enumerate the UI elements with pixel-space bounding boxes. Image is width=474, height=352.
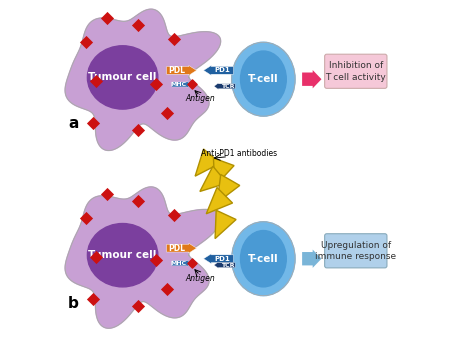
Text: b: b <box>68 296 79 311</box>
Text: PD1: PD1 <box>214 67 230 74</box>
Ellipse shape <box>87 224 158 287</box>
Point <box>135 22 142 27</box>
Text: Antigen: Antigen <box>185 94 215 103</box>
FancyArrow shape <box>172 81 191 88</box>
Point <box>89 120 97 126</box>
FancyBboxPatch shape <box>325 54 387 88</box>
FancyArrow shape <box>172 260 191 266</box>
Polygon shape <box>206 188 233 214</box>
Point <box>135 303 142 309</box>
Text: T cell activity: T cell activity <box>326 73 386 82</box>
Point <box>163 286 170 291</box>
Text: Upregulation of: Upregulation of <box>321 241 391 250</box>
FancyBboxPatch shape <box>325 234 387 268</box>
Text: MHC: MHC <box>171 82 187 87</box>
Text: Inhibition of: Inhibition of <box>328 61 383 70</box>
Polygon shape <box>200 166 227 191</box>
Text: T-cell: T-cell <box>248 74 279 84</box>
Text: immune response: immune response <box>315 252 396 261</box>
Point <box>103 15 110 20</box>
Text: PDL: PDL <box>169 66 186 75</box>
Polygon shape <box>65 9 220 150</box>
Point <box>170 212 177 218</box>
Text: PD1: PD1 <box>214 256 230 262</box>
FancyArrow shape <box>203 254 234 264</box>
Point <box>152 258 160 263</box>
Text: Tumour cell: Tumour cell <box>89 250 157 260</box>
Ellipse shape <box>232 222 295 296</box>
Point <box>135 127 142 133</box>
Point <box>103 191 110 196</box>
Point <box>135 198 142 203</box>
Point <box>92 78 100 84</box>
Point <box>92 254 100 260</box>
Text: a: a <box>68 117 78 132</box>
Polygon shape <box>65 187 220 328</box>
Ellipse shape <box>232 42 295 116</box>
Ellipse shape <box>87 46 158 109</box>
Point <box>152 82 160 87</box>
Point <box>189 82 196 87</box>
Point <box>163 110 170 115</box>
Point <box>89 296 97 302</box>
Point <box>170 36 177 42</box>
Polygon shape <box>215 210 236 239</box>
FancyArrow shape <box>214 262 235 268</box>
Text: Antigen: Antigen <box>185 274 215 283</box>
FancyArrow shape <box>302 70 321 88</box>
Text: TCR: TCR <box>221 84 234 89</box>
Text: T-cell: T-cell <box>248 254 279 264</box>
FancyArrow shape <box>203 65 234 75</box>
Polygon shape <box>195 149 220 176</box>
FancyArrow shape <box>166 243 197 253</box>
Text: MHC: MHC <box>171 261 187 266</box>
Point <box>82 39 90 45</box>
Polygon shape <box>213 158 234 187</box>
Ellipse shape <box>240 231 286 287</box>
Point <box>82 215 90 221</box>
Point <box>189 260 196 266</box>
Text: TCR: TCR <box>221 263 234 268</box>
Text: Tumour cell: Tumour cell <box>89 73 157 82</box>
Text: Anti-PD1 antibodies: Anti-PD1 antibodies <box>201 149 277 158</box>
FancyArrow shape <box>214 83 235 89</box>
FancyArrow shape <box>166 65 197 75</box>
Polygon shape <box>217 175 240 203</box>
Ellipse shape <box>240 51 286 107</box>
FancyArrow shape <box>302 250 321 268</box>
Text: PDL: PDL <box>169 244 186 253</box>
